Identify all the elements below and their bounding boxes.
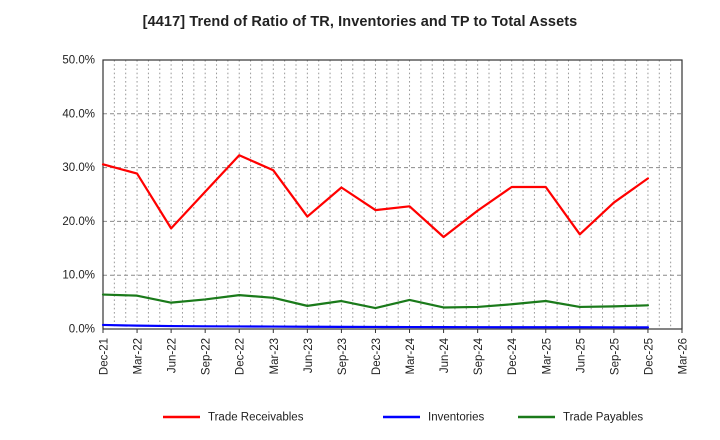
y-axis-tick-label: 0.0% [69,324,95,336]
legend-label-trade-payables: Trade Payables [563,412,643,424]
horizontal-gridlines: 0.0% 10.0% 20.0% 30.0% 40.0% 50.0% [62,55,682,336]
x-axis-tick-label: Dec-24 [507,337,519,375]
legend-label-inventories: Inventories [428,412,485,424]
legend-label-trade-receivables: Trade Receivables [208,412,304,424]
x-axis-tick-label: Mar-26 [678,338,690,374]
x-axis-tick-label: Jun-22 [167,338,179,373]
x-axis-tick-label: Jun-24 [439,337,451,373]
chart-title: [4417] Trend of Ratio of TR, Inventories… [142,14,578,30]
vertical-gridlines [102,60,683,329]
y-axis-tick-label: 20.0% [62,216,95,228]
x-axis-tick-label: Sep-25 [609,338,621,375]
x-axis-tick-label: Dec-25 [643,338,655,375]
x-axis-tick-label: Jun-23 [303,338,315,373]
y-axis-tick-label: 10.0% [62,270,95,282]
series-line-trade-receivables [101,154,650,239]
y-axis-tick-label: 40.0% [62,108,95,120]
x-axis-tick-label: Sep-24 [473,337,485,375]
x-axis-tick-label: Dec-21 [99,338,111,375]
x-axis-tick-label: Dec-23 [371,338,383,375]
x-axis-tick-label: Sep-23 [337,338,349,375]
x-axis-tick-label: Mar-23 [269,338,281,374]
series-line-trade-payables [101,293,650,310]
x-axis-tick-label: Jun-25 [575,338,587,373]
y-axis-tick-label: 50.0% [62,55,95,67]
x-axis: Dec-21 Mar-22 Jun-22 Sep-22 Dec-22 Mar-23 Jun-… [99,329,690,375]
series-line-inventories [101,323,650,329]
plot-frame [102,59,683,330]
y-axis-tick-label: 30.0% [62,162,95,174]
x-axis-tick-label: Dec-22 [235,338,247,375]
chart-legend: Trade Receivables Inventories Trade Payabl… [163,412,643,424]
x-axis-tick-label: Mar-25 [541,338,553,374]
x-axis-tick-label: Mar-24 [405,337,417,374]
x-axis-tick-label: Mar-22 [133,338,145,374]
x-axis-tick-label: Sep-22 [201,338,213,375]
